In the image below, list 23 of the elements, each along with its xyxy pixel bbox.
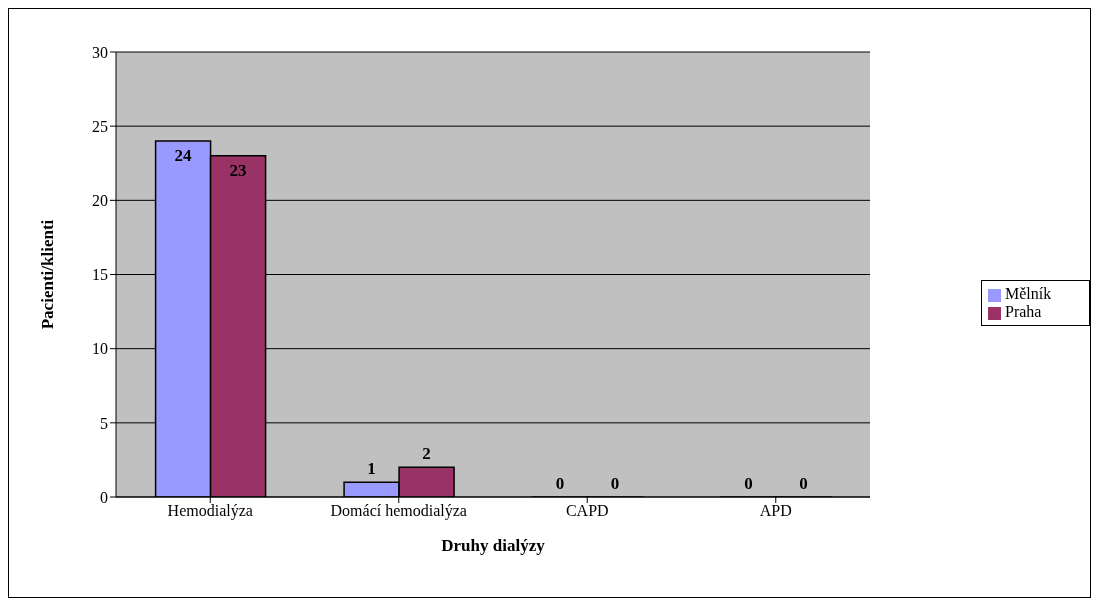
data-label: 1 — [367, 459, 376, 479]
y-tick-label: 0 — [100, 488, 108, 506]
y-axis-title: Pacienti/klienti — [38, 219, 58, 330]
data-label: 0 — [799, 473, 808, 493]
y-tick-label: 30 — [92, 43, 108, 61]
x-tick-label: APD — [759, 502, 792, 520]
legend-label: Praha — [1005, 303, 1042, 320]
data-label: 0 — [555, 473, 565, 493]
data-label: 0 — [610, 473, 620, 493]
y-tick-label: 10 — [92, 340, 108, 358]
data-label: 2 — [422, 444, 431, 464]
legend-label: Mělník — [1005, 285, 1052, 302]
data-label: 24 — [174, 146, 193, 165]
data-label: 0 — [744, 473, 753, 493]
x-tick-label: CAPD — [565, 502, 609, 520]
y-tick-label: 5 — [100, 414, 108, 432]
y-tick-label: 20 — [92, 192, 108, 210]
x-tick-label: Hemodialýza — [167, 502, 253, 521]
data-label: 23 — [229, 160, 247, 180]
y-tick-label: 15 — [92, 266, 108, 284]
x-tick-label: Domácí hemodialýza — [330, 502, 467, 521]
x-axis-title: Druhy dialýzy — [441, 536, 546, 555]
y-tick-label: 25 — [92, 117, 108, 135]
